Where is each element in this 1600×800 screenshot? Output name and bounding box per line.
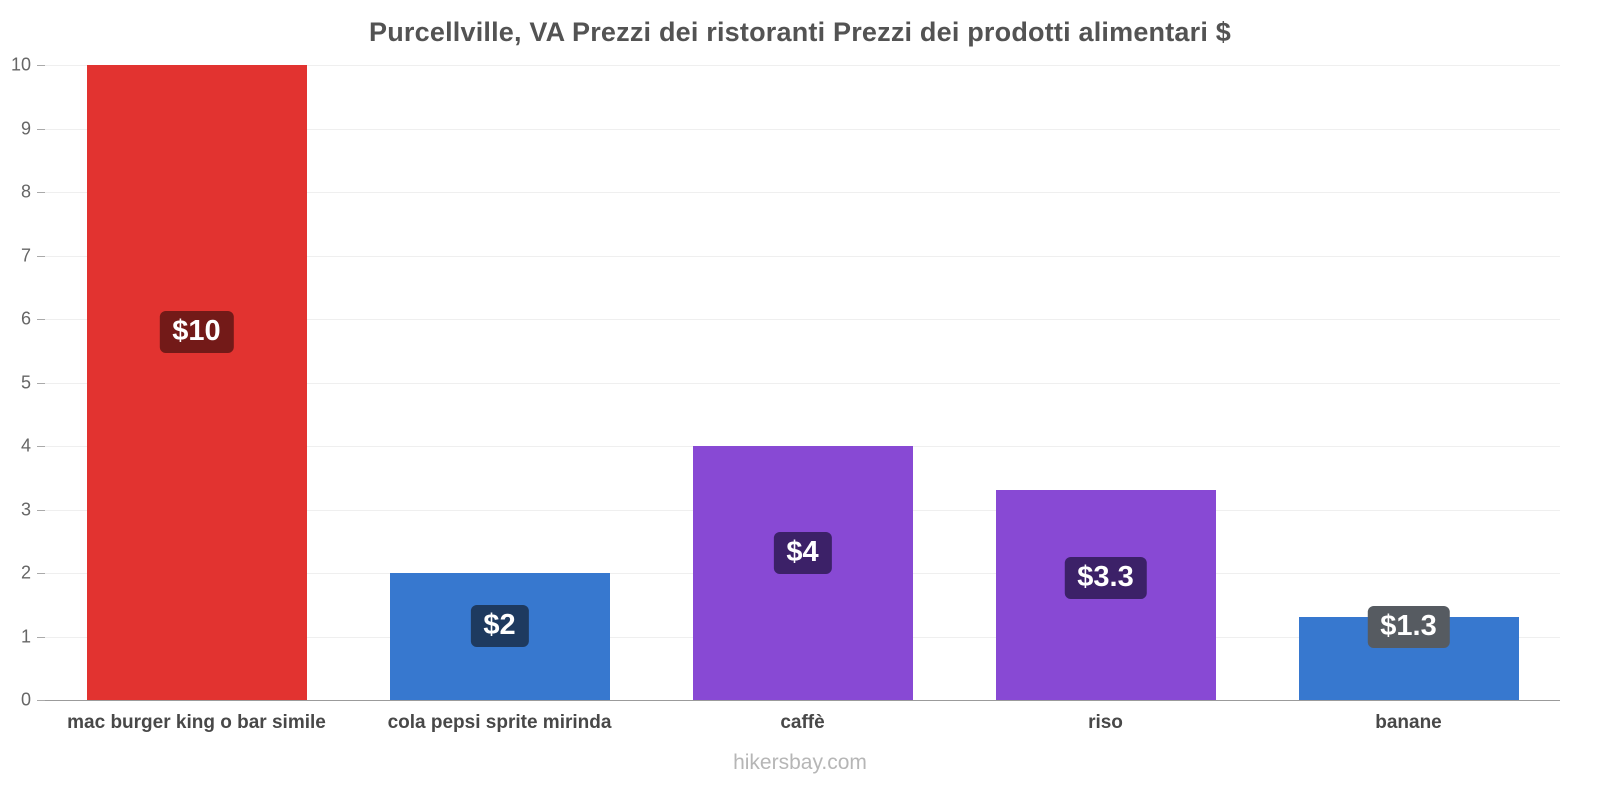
y-axis-tick	[37, 192, 45, 193]
y-axis-tick-label: 7	[20, 245, 31, 265]
x-axis-line	[37, 700, 1560, 701]
gridline	[45, 255, 1560, 257]
x-axis-category-label: mac burger king o bar simile	[67, 712, 326, 733]
bar	[86, 65, 307, 700]
plot-area: 0 1 2 3 4 5 6 7 8 9 10 $10 $2 $4 $3.3 $1.3	[11, 55, 1560, 710]
y-axis-tick-label: 5	[20, 372, 31, 392]
y-axis-tick-label: 10	[10, 54, 31, 75]
watermark-text: hikersbay.com	[733, 751, 867, 774]
y-axis-tick	[37, 509, 45, 511]
y-axis-tick	[37, 382, 45, 384]
x-axis-category-label: cola pepsi sprite mirinda	[387, 712, 612, 733]
x-axis-category-label: banane	[1375, 712, 1442, 733]
gridline	[45, 382, 1560, 384]
y-axis-tick-label: 0	[20, 689, 31, 710]
y-axis-tick	[37, 700, 45, 701]
gridline	[45, 65, 1560, 66]
bar-value-label: $10	[159, 310, 234, 353]
x-axis-category-label: caffè	[780, 712, 825, 733]
chart-title: Purcellville, VA Prezzi dei ristoranti P…	[369, 17, 1231, 47]
y-axis-tick	[37, 446, 45, 447]
y-axis-tick	[37, 636, 45, 638]
gridline	[45, 128, 1560, 130]
y-axis-tick	[37, 319, 45, 320]
bar-value-label: $4	[773, 531, 832, 574]
y-axis-tick	[37, 573, 45, 574]
y-axis-tick-label: 4	[20, 435, 31, 456]
bar-value-label: $3.3	[1064, 557, 1147, 600]
x-axis-category-label: riso	[1088, 712, 1123, 733]
y-axis-tick-label: 1	[20, 626, 31, 646]
y-axis-tick-label: 8	[20, 181, 31, 202]
bar-value-label: $1.3	[1367, 606, 1450, 649]
y-axis-tick	[37, 255, 45, 257]
y-axis-tick	[37, 65, 45, 66]
gridline	[45, 319, 1560, 320]
gridline	[45, 192, 1560, 193]
bar-value-label: $2	[470, 605, 529, 648]
y-axis-tick-label: 9	[20, 118, 31, 138]
y-axis-tick-label: 6	[20, 308, 31, 329]
y-axis-tick-label: 3	[20, 499, 31, 519]
y-axis-tick-label: 2	[20, 562, 31, 583]
y-axis-tick	[37, 128, 45, 130]
